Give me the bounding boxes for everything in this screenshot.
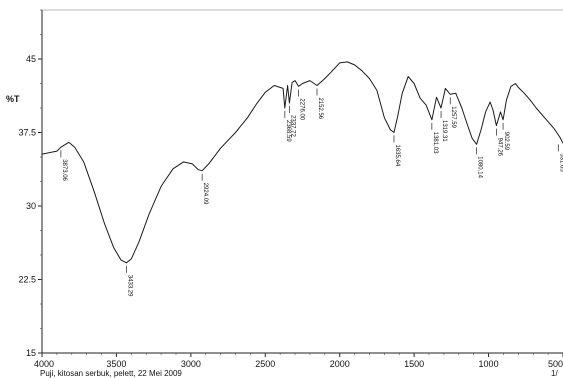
- peak-label: 1080.14: [477, 156, 483, 178]
- x-axis-ticks: 4000 3500 3000 2500 2000 1500 1000 500: [34, 353, 563, 369]
- x-tick-label: 4000: [34, 359, 54, 369]
- x-tick-label: 2500: [255, 359, 275, 369]
- peak-label: 1381.03: [432, 132, 438, 154]
- peak-label: 531.65: [558, 153, 563, 172]
- y-tick-label: 30: [26, 201, 36, 211]
- x-tick-label: 2000: [330, 359, 350, 369]
- y-axis-label: %T: [6, 94, 20, 104]
- spectrum-series: [41, 61, 563, 264]
- peak-label: 1635.64: [394, 145, 400, 167]
- peak-label: 2337.72: [289, 115, 295, 137]
- footer-page: 1/: [551, 369, 558, 378]
- x-tick-label: 3000: [181, 359, 201, 369]
- y-axis-ticks: 45 37.5 30 22.5 15: [18, 9, 42, 358]
- peak-label: 947.26: [496, 138, 502, 157]
- chart-axes: [41, 9, 563, 354]
- peak-label: 2368.59: [285, 120, 291, 142]
- peak-label: 2152.56: [317, 97, 323, 119]
- y-tick-label: 45: [26, 54, 36, 64]
- y-tick-label: 37.5: [18, 128, 36, 138]
- x-tick-label: 1000: [479, 359, 499, 369]
- x-tick-label: 1500: [404, 359, 424, 369]
- peak-label: 3433.29: [126, 275, 132, 297]
- y-tick-label: 15: [26, 348, 36, 358]
- x-tick-label: 500: [548, 359, 563, 369]
- peak-label: 1257.59: [450, 106, 456, 128]
- peak-label: 2924.09: [202, 183, 208, 205]
- peak-label: 3873.06: [61, 159, 67, 181]
- y-tick-label: 22.5: [18, 275, 36, 285]
- spectrum-line: [41, 61, 563, 264]
- peak-label: 902.59: [503, 132, 509, 151]
- footer-caption: Puji, kitosan serbuk, pelett, 22 Mei 200…: [40, 369, 182, 378]
- peak-label: 2276.00: [299, 98, 305, 120]
- peak-label: 1319.31: [441, 120, 447, 142]
- x-tick-label: 3500: [106, 359, 126, 369]
